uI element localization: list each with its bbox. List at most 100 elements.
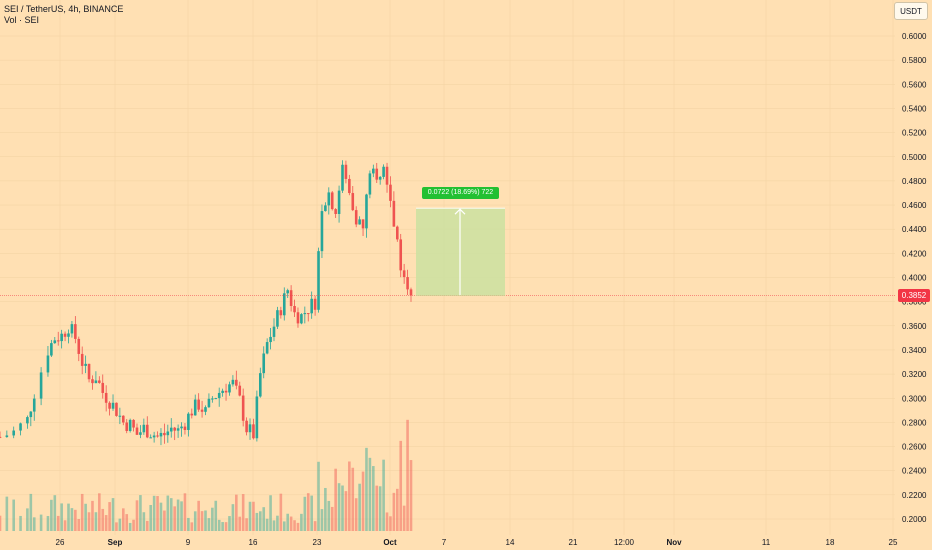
volume-bar: [396, 488, 399, 531]
candle: [358, 216, 361, 225]
volume-bar: [392, 492, 396, 531]
price-tick-label: 0.4800: [902, 177, 927, 186]
candle: [180, 422, 183, 437]
volume-bar: [361, 471, 365, 531]
candle: [115, 402, 118, 417]
volume-bar: [289, 516, 293, 531]
volume-bar: [50, 499, 53, 531]
volume-bar: [399, 440, 403, 531]
price-tick-label: 0.5800: [902, 56, 927, 65]
candle: [80, 346, 84, 375]
candle: [368, 170, 372, 199]
candle: [74, 316, 77, 344]
candle: [19, 422, 22, 436]
volume-bar: [269, 495, 272, 531]
candle: [139, 425, 142, 439]
volume-bar: [406, 419, 409, 531]
volume-bar: [156, 496, 159, 531]
time-tick-label: 21: [569, 538, 578, 547]
time-tick-label: 25: [889, 538, 898, 547]
volume-bar: [255, 512, 259, 531]
candle: [156, 431, 159, 438]
volume-bar: [166, 495, 170, 531]
candle: [132, 419, 135, 432]
volume-bar: [5, 496, 9, 531]
candle: [211, 396, 214, 403]
projection-label: 0.0722 (18.69%) 722: [422, 187, 499, 199]
time-tick-label: Oct: [383, 538, 397, 547]
candle: [238, 381, 242, 397]
volume-bar: [296, 522, 300, 531]
candle: [262, 346, 266, 379]
price-tick-label: 0.5600: [902, 80, 927, 89]
volume-bar: [402, 505, 406, 531]
volume-bar: [149, 504, 152, 531]
volume-bar: [344, 491, 348, 531]
price-tick-label: 0.3800: [902, 298, 927, 307]
price-tick-label: 0.3400: [902, 346, 927, 355]
volume-bar: [279, 493, 283, 531]
candle: [159, 428, 163, 446]
volume-bar: [320, 509, 324, 531]
volume-bar: [176, 499, 180, 531]
price-axis: 0.6000 0.5800 0.5600 0.5400 0.5200 0.5000 0.48…: [902, 32, 927, 524]
volume-bar: [19, 515, 22, 531]
volume-bar: [46, 516, 50, 531]
candle: [231, 375, 235, 387]
candle: [145, 416, 149, 439]
volume-bar: [26, 508, 29, 531]
candle: [303, 306, 307, 324]
time-axis: 26 Sep 9 16 23 Oct 7 14 21 12:00 Nov 11 18 25: [56, 538, 898, 547]
volume-bar: [214, 500, 218, 531]
candle: [296, 307, 300, 328]
candle: [142, 418, 146, 435]
time-tick-label: 11: [762, 538, 771, 547]
price-tick-label: 0.4200: [902, 249, 927, 258]
volume-bar: [293, 520, 296, 531]
volume-bar: [132, 519, 135, 531]
price-tick-label: 0.4400: [902, 225, 927, 234]
candle: [70, 321, 74, 338]
price-tick-label: 0.3200: [902, 370, 927, 379]
candle: [200, 400, 204, 418]
volume-bar: [337, 483, 341, 531]
volume-bar: [245, 518, 248, 531]
candle: [128, 418, 132, 433]
time-tick-label: 9: [186, 538, 191, 547]
volume-bar: [84, 503, 87, 531]
volume-bar: [306, 493, 310, 531]
volume-bar: [235, 494, 238, 531]
candle: [91, 375, 94, 390]
volume-bar: [327, 500, 331, 531]
price-tick-label: 0.5200: [902, 129, 927, 138]
price-tick-label: 0.2000: [902, 515, 927, 524]
currency-button[interactable]: USDT: [894, 2, 928, 20]
candle: [94, 371, 98, 384]
volume-bar: [87, 512, 91, 531]
volume-bar: [375, 485, 379, 531]
volume-bar: [74, 509, 77, 531]
candle: [39, 367, 43, 406]
volume-bar: [173, 506, 176, 531]
volume-bar: [248, 501, 252, 531]
candle: [402, 263, 406, 284]
price-tick-label: 0.2600: [902, 443, 927, 452]
candle: [5, 430, 9, 438]
candle: [409, 287, 413, 302]
symbol-title[interactable]: SEI / TetherUS, 4h, BINANCE: [4, 4, 124, 14]
volume-bar: [368, 457, 372, 531]
time-tick-label: 7: [442, 538, 447, 547]
candle: [406, 269, 409, 295]
candle: [392, 191, 396, 227]
volume-bar: [101, 508, 105, 531]
volume-bar: [91, 500, 94, 531]
volume-bar: [286, 513, 289, 531]
volume-indicator-label[interactable]: Vol · SEI: [4, 15, 40, 25]
candlestick-series: [0, 160, 413, 446]
candle: [269, 328, 272, 350]
volume-bar: [324, 487, 327, 531]
candle: [183, 423, 187, 435]
candle: [385, 162, 389, 193]
volume-bar: [145, 520, 149, 531]
